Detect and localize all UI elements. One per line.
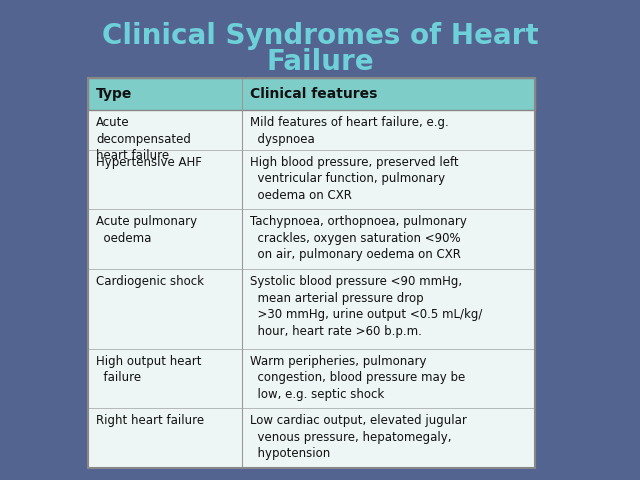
Text: Systolic blood pressure <90 mmHg,
  mean arterial pressure drop
  >30 mmHg, urin: Systolic blood pressure <90 mmHg, mean a… (250, 275, 483, 337)
Bar (88, 110, 535, 150)
Text: Acute
decompensated
heart failure: Acute decompensated heart failure (96, 116, 191, 162)
Bar (88, 78, 535, 110)
Text: Clinical Syndromes of Heart: Clinical Syndromes of Heart (102, 22, 538, 50)
Text: Hypertensive AHF: Hypertensive AHF (96, 156, 202, 169)
Bar (88, 78, 535, 468)
Text: Failure: Failure (266, 48, 374, 76)
Bar (88, 348, 535, 408)
Bar (88, 408, 535, 468)
Text: Acute pulmonary
  oedema: Acute pulmonary oedema (96, 216, 197, 245)
Text: Right heart failure: Right heart failure (96, 414, 204, 427)
Text: Clinical features: Clinical features (250, 87, 378, 101)
Text: Low cardiac output, elevated jugular
  venous pressure, hepatomegaly,
  hypotens: Low cardiac output, elevated jugular ven… (250, 414, 467, 460)
Text: Warm peripheries, pulmonary
  congestion, blood pressure may be
  low, e.g. sept: Warm peripheries, pulmonary congestion, … (250, 355, 465, 401)
Bar (88, 269, 535, 348)
Text: Cardiogenic shock: Cardiogenic shock (96, 275, 204, 288)
Bar (88, 78, 535, 468)
Bar (88, 150, 535, 209)
Text: High output heart
  failure: High output heart failure (96, 355, 202, 384)
Bar (88, 209, 535, 269)
Text: Type: Type (96, 87, 132, 101)
Text: Mild features of heart failure, e.g.
  dyspnoea: Mild features of heart failure, e.g. dys… (250, 116, 449, 145)
Text: Tachypnoea, orthopnoea, pulmonary
  crackles, oxygen saturation <90%
  on air, p: Tachypnoea, orthopnoea, pulmonary crackl… (250, 216, 467, 262)
Text: High blood pressure, preserved left
  ventricular function, pulmonary
  oedema o: High blood pressure, preserved left vent… (250, 156, 459, 202)
